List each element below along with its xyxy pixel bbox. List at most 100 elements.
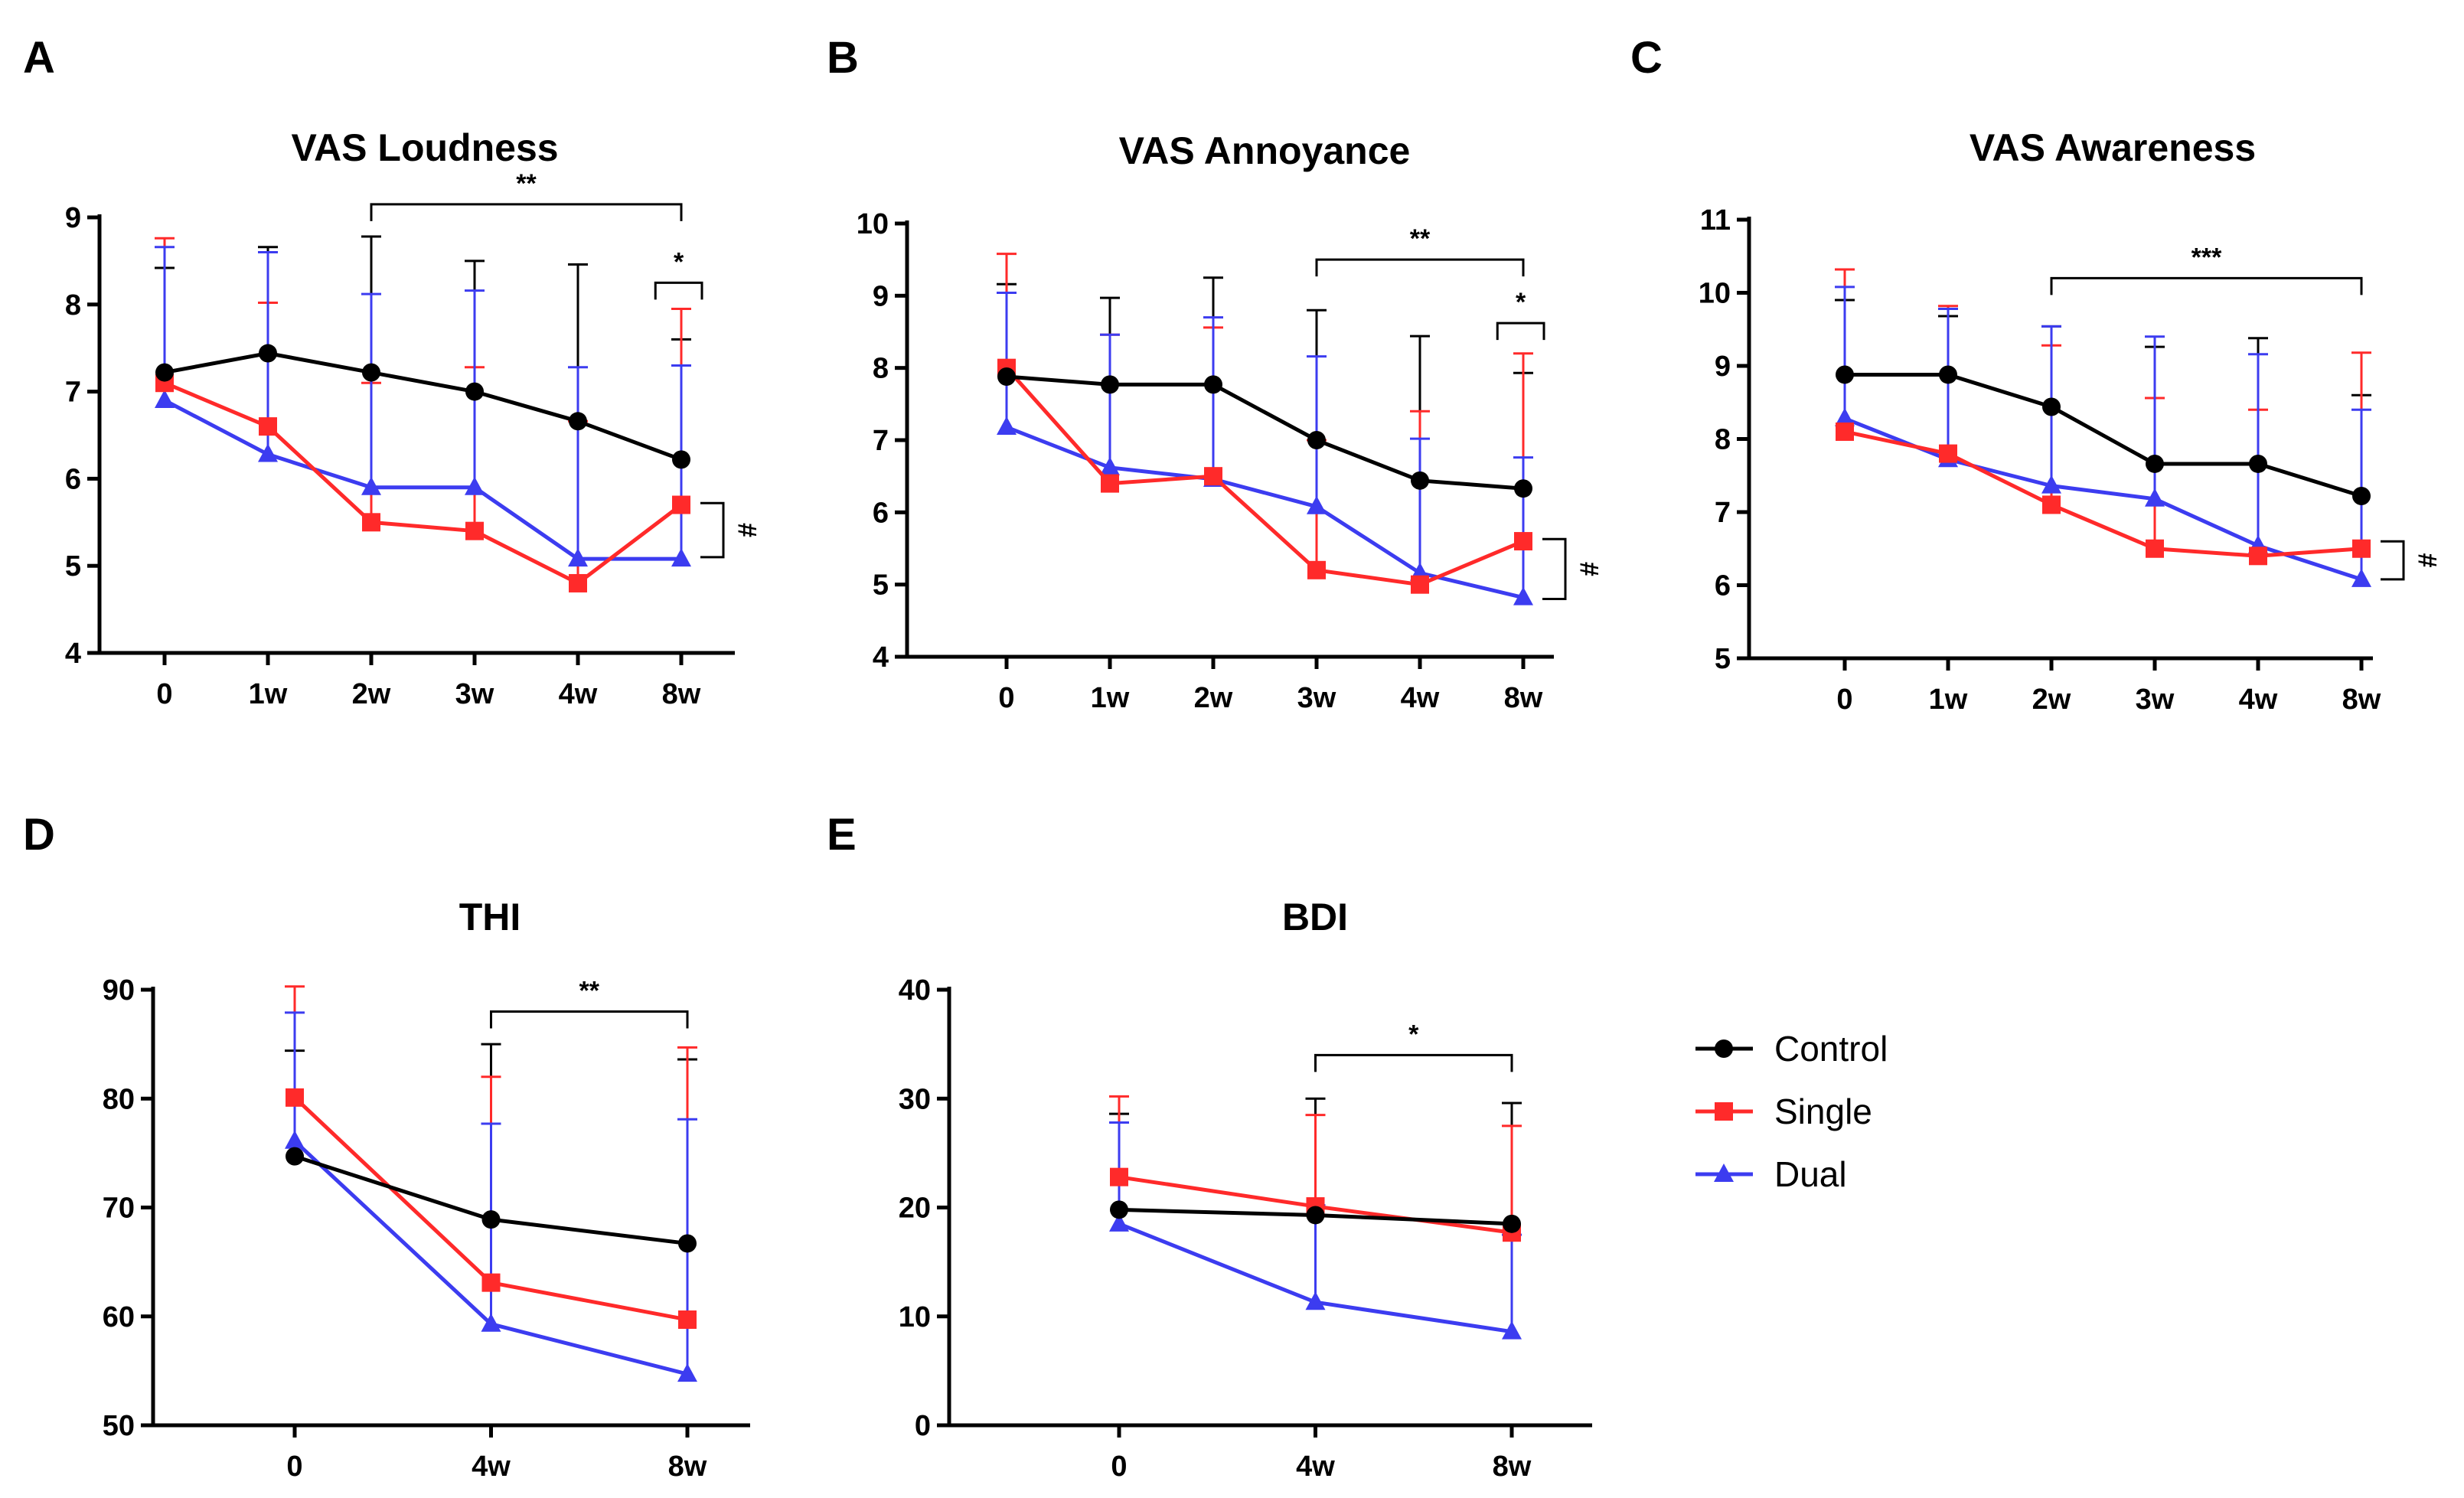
y-tick-label: 30 bbox=[899, 1083, 931, 1115]
chart-title: THI bbox=[459, 896, 521, 938]
chart-vas-awareness: VAS Awareness 5 6 7 8 9 10 11 0 1w 2w 3w 4w 8w *** # bbox=[1699, 126, 2443, 716]
y-tick-label: 6 bbox=[873, 497, 889, 529]
point-dual bbox=[1100, 456, 1120, 475]
point-dual bbox=[1513, 586, 1533, 605]
point-control bbox=[1110, 1200, 1128, 1219]
point-single bbox=[672, 495, 690, 514]
y-tick-label: 80 bbox=[103, 1083, 135, 1115]
significance-bracket bbox=[654, 281, 703, 300]
legend-label-dual: Dual bbox=[1774, 1154, 1847, 1194]
significance-bracket bbox=[370, 203, 683, 221]
panel-letter-a: A bbox=[23, 33, 55, 83]
chart-title: VAS Annoyance bbox=[1119, 129, 1411, 172]
significance-label: ** bbox=[516, 169, 537, 198]
point-single bbox=[1110, 1167, 1128, 1186]
point-dual bbox=[677, 1363, 697, 1382]
x-tick-label: 0 bbox=[156, 678, 172, 710]
point-single bbox=[1411, 575, 1429, 594]
x-tick-label: 3w bbox=[455, 678, 494, 710]
point-single bbox=[2146, 539, 2164, 558]
chart-title: VAS Loudness bbox=[291, 126, 558, 169]
point-control bbox=[286, 1147, 304, 1166]
point-control bbox=[2042, 397, 2061, 416]
significance-label: ** bbox=[1410, 224, 1431, 253]
point-single bbox=[1101, 474, 1119, 493]
x-tick-label: 1w bbox=[1091, 682, 1130, 714]
significance-side-label: # bbox=[1575, 562, 1604, 576]
point-dual bbox=[1835, 407, 1855, 426]
y-tick-label: 9 bbox=[873, 280, 889, 312]
point-single bbox=[1514, 532, 1532, 551]
y-tick-label: 70 bbox=[103, 1193, 135, 1225]
point-single bbox=[1204, 467, 1222, 486]
x-tick-label: 4w bbox=[559, 678, 598, 710]
point-dual bbox=[1307, 495, 1327, 514]
point-control bbox=[997, 367, 1016, 386]
y-tick-label: 8 bbox=[65, 289, 81, 321]
significance-label: * bbox=[674, 247, 684, 276]
x-tick-label: 3w bbox=[1297, 682, 1336, 714]
y-tick-label: 8 bbox=[1715, 424, 1731, 456]
point-single bbox=[678, 1310, 697, 1330]
point-dual bbox=[481, 1313, 501, 1332]
x-tick-label: 1w bbox=[249, 678, 288, 710]
legend-label-control: Control bbox=[1774, 1029, 1888, 1069]
legend: Control Single Dual bbox=[1695, 1029, 1888, 1194]
point-single bbox=[362, 513, 380, 532]
x-tick-label: 0 bbox=[1111, 1451, 1127, 1483]
point-single bbox=[1307, 560, 1326, 579]
series-line-control bbox=[1006, 374, 1524, 491]
point-dual bbox=[1502, 1320, 1522, 1340]
x-tick-label: 8w bbox=[2342, 684, 2381, 716]
series-line-single bbox=[164, 380, 683, 586]
x-tick-label: 4w bbox=[1296, 1451, 1335, 1483]
y-tick-label: 90 bbox=[103, 974, 135, 1007]
panel-letter-d: D bbox=[23, 810, 55, 860]
point-control bbox=[2249, 454, 2267, 473]
x-tick-label: 0 bbox=[286, 1451, 302, 1483]
point-dual bbox=[568, 548, 588, 567]
y-tick-label: 4 bbox=[65, 638, 81, 670]
x-tick-label: 1w bbox=[1929, 684, 1968, 716]
point-dual bbox=[1109, 1212, 1129, 1232]
point-control bbox=[1101, 375, 1119, 394]
x-tick-label: 2w bbox=[2032, 684, 2071, 716]
series-line-single bbox=[1844, 429, 2362, 558]
y-tick-label: 10 bbox=[899, 1301, 931, 1333]
significance-label: * bbox=[1408, 1020, 1419, 1049]
x-tick-label: 8w bbox=[1493, 1451, 1532, 1483]
point-control bbox=[1204, 375, 1222, 394]
significance-label: *** bbox=[2191, 243, 2222, 272]
point-control bbox=[1411, 471, 1429, 490]
legend-item-dual: Dual bbox=[1695, 1154, 1847, 1194]
point-single bbox=[286, 1088, 304, 1107]
point-dual bbox=[671, 548, 691, 567]
series-line-control bbox=[1845, 372, 2362, 498]
y-tick-label: 20 bbox=[899, 1193, 931, 1225]
point-control bbox=[1307, 431, 1326, 449]
point-control bbox=[1306, 1206, 1325, 1225]
y-tick-label: 9 bbox=[1715, 351, 1731, 383]
significance-side-label: # bbox=[2413, 553, 2443, 567]
legend-item-single: Single bbox=[1695, 1092, 1872, 1131]
point-control bbox=[1836, 365, 1854, 384]
chart-title: VAS Awareness bbox=[1970, 126, 2256, 169]
point-dual bbox=[2145, 488, 2165, 507]
y-tick-label: 7 bbox=[873, 425, 889, 457]
point-single bbox=[2249, 547, 2267, 566]
series-line-control bbox=[164, 351, 682, 462]
significance-side-bracket bbox=[700, 501, 725, 559]
point-dual bbox=[155, 389, 175, 408]
y-tick-label: 0 bbox=[915, 1410, 931, 1442]
point-dual bbox=[2041, 475, 2061, 494]
point-control bbox=[1939, 365, 1957, 384]
y-tick-label: 50 bbox=[103, 1410, 135, 1442]
point-dual bbox=[2351, 568, 2371, 587]
y-tick-label: 5 bbox=[65, 550, 81, 583]
y-tick-label: 6 bbox=[65, 463, 81, 495]
y-tick-label: 7 bbox=[1715, 497, 1731, 529]
y-tick-label: 11 bbox=[1700, 204, 1731, 237]
point-control bbox=[1514, 479, 1532, 498]
